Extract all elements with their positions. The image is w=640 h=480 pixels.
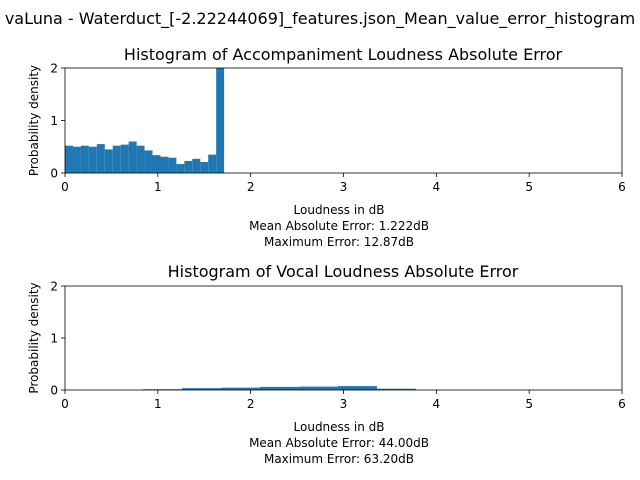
histogram-bar	[160, 156, 169, 173]
x-tick-label: 5	[525, 397, 533, 411]
x-tick-label: 6	[618, 180, 626, 194]
histogram-bar	[298, 386, 338, 390]
x-tick-label: 3	[340, 180, 348, 194]
histogram-bar	[80, 145, 89, 173]
y-tick-label: 0	[50, 384, 58, 398]
histogram-bar	[337, 386, 377, 390]
histogram-bar	[104, 149, 113, 173]
histogram-bar	[192, 158, 201, 173]
figure-suptitle: vaLuna - Waterduct_[-2.22244069]_feature…	[5, 9, 635, 29]
subplot-accompaniment: Histogram of Accompaniment Loudness Abso…	[27, 45, 626, 249]
chart-title: Histogram of Accompaniment Loudness Abso…	[124, 45, 563, 64]
mean-error-note: Mean Absolute Error: 44.00dB	[249, 436, 429, 450]
histogram-bar	[120, 144, 129, 173]
x-tick-label: 4	[433, 397, 441, 411]
x-tick-label: 2	[247, 180, 255, 194]
max-error-note: Maximum Error: 63.20dB	[264, 452, 414, 466]
y-tick-label: 2	[50, 280, 58, 294]
histogram-bar	[112, 145, 121, 173]
y-tick-label: 0	[50, 167, 58, 181]
x-axis-label: Loudness in dB	[294, 203, 385, 217]
histogram-bar	[88, 146, 97, 173]
histogram-bar	[176, 164, 185, 173]
x-ticks: 0 1 2 3 4 5 6	[61, 173, 626, 194]
x-tick-label: 4	[433, 180, 441, 194]
x-tick-label: 5	[525, 180, 533, 194]
subplot-vocal: Histogram of Vocal Loudness Absolute Err…	[27, 262, 626, 466]
histogram-bar	[152, 155, 161, 173]
y-tick-label: 2	[50, 62, 58, 76]
x-tick-label: 1	[154, 397, 162, 411]
histogram-bar	[96, 144, 105, 173]
plot-frame	[64, 67, 623, 174]
y-ticks: 0 1 2	[50, 62, 65, 181]
bars-group	[65, 68, 225, 173]
histogram-bar	[220, 387, 260, 390]
histogram-bar	[136, 145, 145, 173]
histogram-bar	[216, 68, 225, 173]
x-tick-label: 0	[61, 397, 69, 411]
bars-group	[142, 386, 416, 390]
x-tick-label: 3	[340, 397, 348, 411]
y-tick-label: 1	[50, 114, 58, 128]
histogram-bar	[65, 145, 73, 173]
y-axis-label: Probability density	[27, 282, 41, 393]
histogram-bar	[72, 146, 81, 173]
y-tick-label: 1	[50, 332, 58, 346]
histogram-bar	[376, 388, 416, 390]
x-tick-label: 6	[618, 397, 626, 411]
mean-error-note: Mean Absolute Error: 1.222dB	[249, 219, 429, 233]
histogram-bar	[128, 141, 137, 173]
x-tick-label: 2	[247, 397, 255, 411]
x-axis-label: Loudness in dB	[294, 420, 385, 434]
y-axis-label: Probability density	[27, 65, 41, 176]
histogram-bar	[208, 154, 217, 173]
max-error-note: Maximum Error: 12.87dB	[264, 235, 414, 249]
y-ticks: 0 1 2	[50, 280, 65, 398]
plot-frame	[64, 285, 623, 391]
chart-title: Histogram of Vocal Loudness Absolute Err…	[168, 262, 519, 281]
x-tick-label: 0	[61, 180, 69, 194]
x-tick-label: 1	[154, 180, 162, 194]
histogram-bar	[184, 160, 193, 173]
histogram-bar	[200, 161, 209, 173]
histogram-bar	[144, 150, 153, 173]
histogram-bar	[259, 386, 299, 390]
histogram-bar	[168, 157, 177, 173]
x-ticks: 0 1 2 3 4 5 6	[61, 390, 626, 411]
histogram-bar	[181, 388, 221, 390]
